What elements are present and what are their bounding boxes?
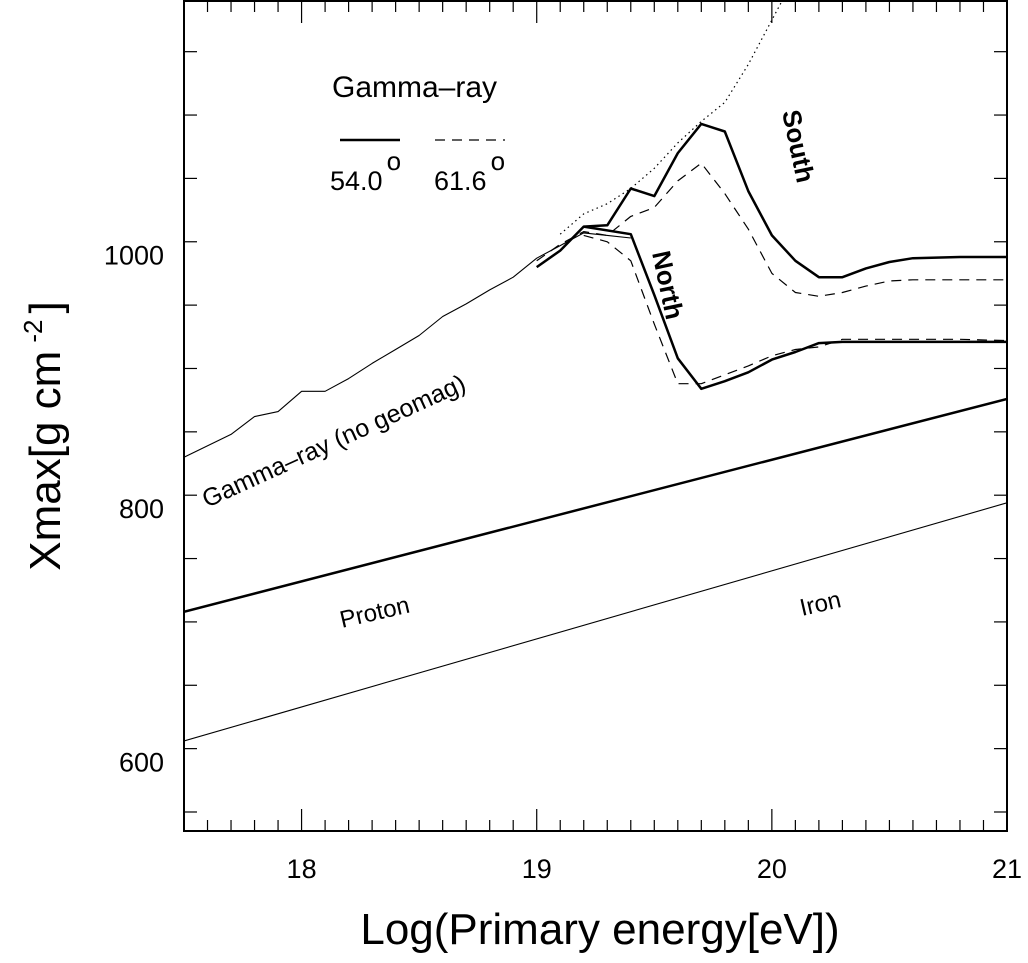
y-axis-label-group: Xmax[g cm-2] — [18, 301, 70, 570]
legend-entry-61: 61.6o — [434, 146, 505, 196]
x-tick-labels: 18 19 20 21 — [287, 854, 1022, 884]
series-line-iron — [184, 502, 1007, 742]
annotation-no-geomag: Gamma–ray (no geomag) — [198, 369, 470, 513]
x-tick-label: 19 — [522, 854, 552, 884]
x-tick-label: 18 — [287, 854, 317, 884]
series-line-north-61 — [583, 234, 1007, 385]
annotation-north: North — [646, 248, 690, 322]
axis-ticks — [184, 1, 1007, 831]
series-line-north-54 — [583, 225, 1007, 391]
series-line-dotted — [559, 1, 783, 235]
plot-frame — [183, 0, 1008, 832]
annotation-south: South — [776, 107, 821, 185]
y-tick-labels: 600 800 1000 — [104, 240, 164, 777]
series-layer — [184, 1, 1007, 742]
legend-title: Gamma–ray — [332, 71, 497, 104]
series-line-south-61 — [536, 162, 1007, 297]
x-tick-label: 20 — [757, 854, 787, 884]
y-axis-label: Xmax[g cm-2] — [18, 301, 70, 570]
y-tick-label: 600 — [119, 747, 164, 777]
x-tick-label: 21 — [992, 854, 1022, 884]
x-axis-label: Log(Primary energy[eV]) — [360, 905, 839, 954]
y-axis-label-sup: -2 — [18, 320, 48, 343]
annotation-iron: Iron — [797, 586, 843, 622]
legend-entry-54: 54.0o — [330, 146, 401, 196]
series-line-proton — [184, 397, 1007, 614]
series-line-south-54 — [535, 122, 1007, 279]
annotation-proton: Proton — [337, 592, 412, 634]
y-tick-label: 1000 — [104, 240, 164, 270]
y-tick-label: 800 — [119, 494, 164, 524]
series-line-thin-solid — [184, 232, 631, 458]
